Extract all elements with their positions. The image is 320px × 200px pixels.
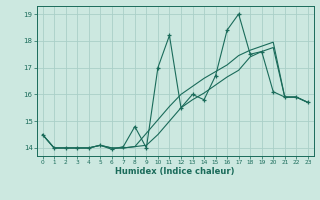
X-axis label: Humidex (Indice chaleur): Humidex (Indice chaleur) (116, 167, 235, 176)
